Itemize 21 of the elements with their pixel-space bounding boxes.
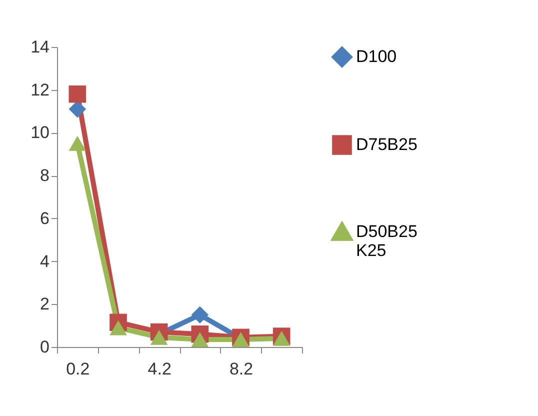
- legend-label: D50B25 K25: [356, 222, 418, 260]
- legend-label: D100: [356, 47, 397, 66]
- y-tick-label: 6: [40, 208, 50, 228]
- x-tick-label: 8.2: [229, 360, 254, 378]
- legend-label: D75B25: [356, 135, 418, 154]
- y-tick-label: 2: [40, 294, 50, 314]
- point: [110, 320, 127, 336]
- y-tick-label: 8: [40, 166, 50, 186]
- y-tick-label: 0: [40, 338, 50, 356]
- point: [191, 332, 209, 347]
- y-tick-label: 12: [30, 80, 50, 100]
- y-tick-label: 10: [30, 123, 50, 142]
- point: [150, 330, 168, 345]
- x-tick-label: 0.2: [66, 360, 90, 378]
- point: [68, 136, 86, 151]
- y-tick-label: 4: [40, 252, 50, 271]
- point: [191, 306, 209, 324]
- x-tick-label: 4.2: [148, 360, 172, 378]
- point: [68, 85, 86, 103]
- y-tick-label: 14: [30, 38, 50, 56]
- point: [232, 332, 250, 347]
